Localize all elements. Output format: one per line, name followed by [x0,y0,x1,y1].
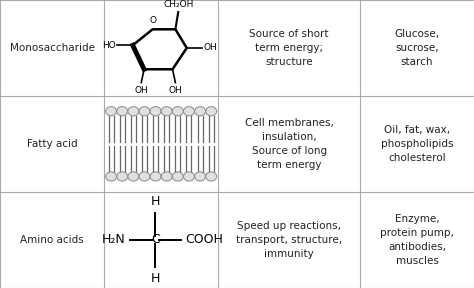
Text: Source of short
term energy;
structure: Source of short term energy; structure [249,29,329,67]
Circle shape [117,172,128,181]
Circle shape [139,107,150,116]
Circle shape [183,172,194,181]
Circle shape [173,107,183,116]
Circle shape [161,172,172,181]
Text: H: H [151,195,160,208]
Circle shape [195,172,206,181]
Text: Fatty acid: Fatty acid [27,139,77,149]
Text: CH₂OH: CH₂OH [163,0,193,9]
Text: H: H [151,272,160,285]
Text: OH: OH [134,86,148,95]
Circle shape [128,107,139,116]
Text: O: O [149,16,156,25]
Text: Speed up reactions,
transport, structure,
immunity: Speed up reactions, transport, structure… [236,221,342,259]
Text: OH: OH [204,43,218,52]
Circle shape [206,172,217,181]
Circle shape [106,107,117,116]
Text: Oil, fat, wax,
phospholipids
cholesterol: Oil, fat, wax, phospholipids cholesterol [381,125,453,163]
Text: Enzyme,
protein pump,
antibodies,
muscles: Enzyme, protein pump, antibodies, muscle… [380,214,454,266]
Text: COOH: COOH [185,233,223,247]
Text: Monosaccharide: Monosaccharide [9,43,95,53]
Circle shape [150,172,161,181]
Circle shape [106,172,117,181]
Circle shape [161,107,172,116]
Text: HO: HO [102,41,116,50]
Text: H₂N: H₂N [102,233,126,247]
Text: Cell membranes,
insulation,
Source of long
term energy: Cell membranes, insulation, Source of lo… [245,118,334,170]
Text: Amino acids: Amino acids [20,235,84,245]
Circle shape [117,107,128,116]
Circle shape [128,172,139,181]
Text: Glucose,
sucrose,
starch: Glucose, sucrose, starch [394,29,440,67]
Circle shape [195,107,206,116]
Circle shape [139,172,150,181]
Circle shape [183,107,194,116]
Text: OH: OH [168,86,182,95]
Circle shape [150,107,161,116]
Circle shape [206,107,217,116]
Circle shape [173,172,183,181]
Text: C: C [151,233,160,247]
